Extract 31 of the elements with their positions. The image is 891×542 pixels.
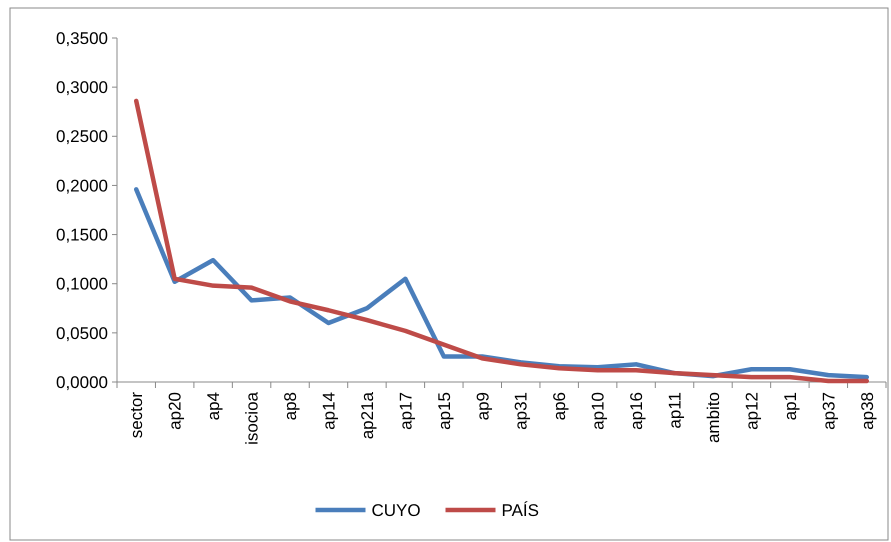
x-tick-label: isocioa — [242, 391, 262, 445]
x-tick-label: ap6 — [550, 392, 570, 420]
x-tick-label: ap11 — [666, 392, 685, 429]
legend-label: PAÍS — [502, 500, 539, 520]
x-tick-label: ap4 — [204, 392, 224, 420]
x-tick-label: ap8 — [281, 392, 300, 420]
x-tick-label: ap31 — [512, 392, 531, 430]
x-tick-label: ambito — [704, 392, 723, 444]
y-tick-label: 0,2500 — [56, 127, 108, 146]
x-tick-label: ap20 — [166, 392, 185, 430]
line-series — [134, 98, 870, 384]
y-tick-label: 0,0500 — [56, 324, 108, 343]
y-tick-label: 0,1000 — [56, 274, 108, 294]
x-tick-label: ap14 — [319, 392, 338, 430]
x-tick-label: ap17 — [396, 392, 416, 430]
x-tick-label: ap37 — [819, 392, 838, 430]
y-tick-label: 0,0000 — [56, 372, 108, 392]
x-tick-label: ap10 — [588, 392, 608, 430]
x-tick-label: sector — [127, 392, 146, 438]
legend-label: CUYO — [372, 500, 421, 520]
x-tick-label: ap9 — [473, 392, 492, 420]
x-tick-label: ap1 — [780, 392, 800, 420]
x-tick-label: ap12 — [742, 392, 762, 430]
x-tick-label: ap21a — [358, 391, 377, 440]
y-tick-label: 0,3000 — [56, 78, 108, 98]
y-tick-label: 0,3500 — [56, 28, 108, 48]
x-tick-label: ap16 — [627, 392, 646, 430]
x-tick-label: ap38 — [858, 392, 877, 430]
y-tick-label: 0,1500 — [56, 226, 108, 245]
x-tick-label: ap15 — [434, 392, 454, 430]
y-tick-label: 0,2000 — [56, 176, 108, 196]
